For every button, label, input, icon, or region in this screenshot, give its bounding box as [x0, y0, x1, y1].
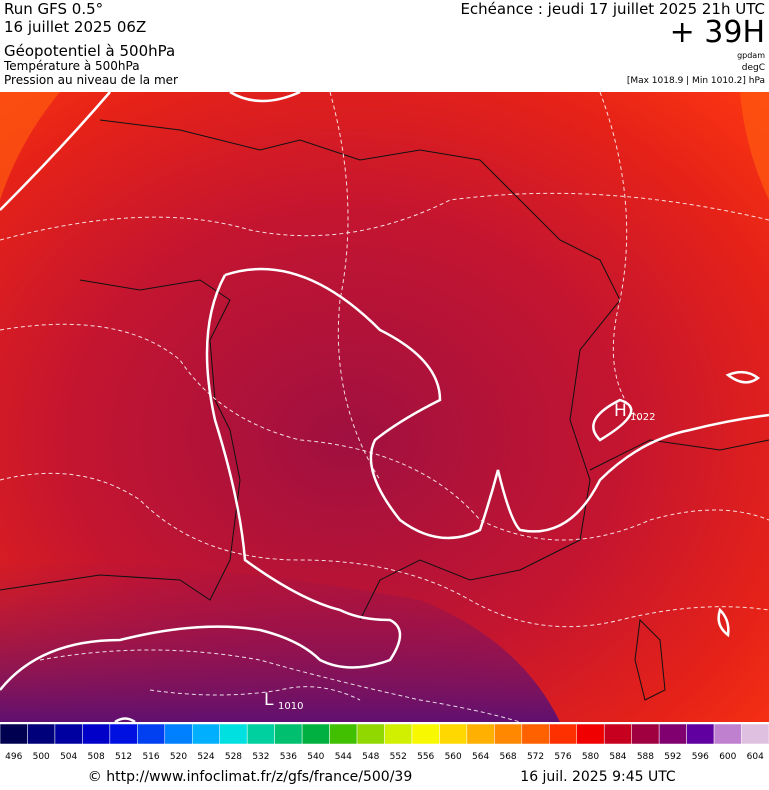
colorbar-label: 532 — [252, 752, 269, 762]
colorbar-label: 516 — [142, 752, 159, 762]
colorbar-label: 556 — [417, 752, 434, 762]
colorbar-swatch — [246, 723, 275, 745]
colorbar-swatch — [137, 723, 166, 745]
colorbar-label: 544 — [335, 752, 352, 762]
pressure-range: [Max 1018.9 | Min 1010.2] hPa — [627, 76, 765, 86]
colorbar-label: 496 — [5, 752, 22, 762]
map-field — [0, 92, 60, 200]
colorbar-label: 504 — [60, 752, 77, 762]
colorbar-swatch — [686, 723, 715, 745]
colorbar-label: 568 — [499, 752, 516, 762]
colorbar-swatch — [192, 723, 220, 745]
high-value: 1022 — [630, 412, 655, 423]
colorbar-swatch — [713, 723, 742, 745]
coastlines — [0, 119, 769, 701]
colorbar-label: 600 — [719, 752, 736, 762]
colorbar-swatch — [109, 723, 138, 745]
issued: 16 juil. 2025 9:45 UTC — [520, 769, 676, 785]
run-date: 16 juillet 2025 06Z — [4, 18, 146, 36]
colorbar-swatch — [549, 723, 577, 745]
header: Run GFS 0.5° 16 juillet 2025 06Z Géopote… — [3, 0, 765, 87]
colorbar-swatch — [741, 723, 769, 745]
colorbar-label: 564 — [472, 752, 489, 762]
colorbar-swatch — [82, 723, 111, 745]
colorbar: 496 500 504 508 512 516 520 524 528 532 536 540 544 5… — [0, 723, 769, 762]
colorbar-label: 560 — [445, 752, 462, 762]
field: Pression au niveau de la mer — [4, 73, 178, 87]
map: H 1022 L 1010 — [0, 90, 769, 724]
colorbar-label: 604 — [747, 752, 764, 762]
low-letter: L — [264, 690, 274, 710]
colorbar-label: 548 — [362, 752, 379, 762]
colorbar-label: 540 — [307, 752, 324, 762]
colorbar-swatch — [631, 723, 660, 745]
colorbar-swatch — [329, 723, 358, 745]
colorbar-label: 584 — [609, 752, 626, 762]
colorbar-label: 524 — [197, 752, 214, 762]
lead-time: + 39H — [670, 15, 765, 50]
field: Géopotentiel à 500hPa — [4, 42, 175, 60]
valid-time: Echéance : jeudi 17 juillet 2025 21h UTC — [460, 0, 765, 18]
colorbar-label: 528 — [225, 752, 242, 762]
low-value: 1010 — [278, 701, 303, 712]
field: Température à 500hPa — [3, 59, 140, 73]
unit: degC — [742, 63, 765, 73]
colorbar-swatch — [576, 723, 605, 745]
colorbar-swatch — [0, 723, 28, 745]
colorbar-swatch — [164, 723, 193, 745]
colorbar-label: 552 — [390, 752, 407, 762]
colorbar-label: 580 — [582, 752, 599, 762]
colorbar-label: 512 — [115, 752, 132, 762]
colorbar-swatch — [494, 723, 523, 745]
colorbar-label: 592 — [664, 752, 681, 762]
colorbar-swatch — [27, 723, 56, 745]
colorbar-label: 520 — [170, 752, 187, 762]
colorbar-swatch — [384, 723, 413, 745]
colorbar-label: 536 — [280, 752, 297, 762]
colorbar-swatch — [301, 723, 330, 745]
colorbar-swatch — [274, 723, 303, 745]
map-field — [0, 560, 560, 722]
colorbar-swatch — [219, 723, 248, 745]
colorbar-swatch — [411, 723, 440, 745]
colorbar-label: 500 — [33, 752, 50, 762]
map-field — [740, 92, 769, 200]
colorbar-swatch — [54, 723, 83, 745]
pressure-centers: H 1022 L 1010 — [264, 401, 655, 712]
colorbar-label: 588 — [637, 752, 654, 762]
colorbar-label: 596 — [692, 752, 709, 762]
colorbar-swatch — [521, 723, 550, 745]
unit: gpdam — [737, 51, 765, 60]
colorbar-swatch — [466, 723, 495, 745]
isobars — [0, 90, 769, 724]
colorbar-label: 572 — [527, 752, 544, 762]
colorbar-swatch — [356, 723, 385, 745]
source: © http://www.infoclimat.fr/z/gfs/france/… — [88, 769, 412, 785]
colorbar-swatch — [658, 723, 687, 745]
run: Run GFS 0.5° — [4, 0, 103, 18]
isotherms — [0, 91, 769, 723]
colorbar-label: 508 — [88, 752, 105, 762]
colorbar-label: 576 — [554, 752, 571, 762]
colorbar-swatch — [603, 723, 632, 745]
colorbar-swatch — [439, 723, 468, 745]
high-letter: H — [614, 401, 627, 421]
